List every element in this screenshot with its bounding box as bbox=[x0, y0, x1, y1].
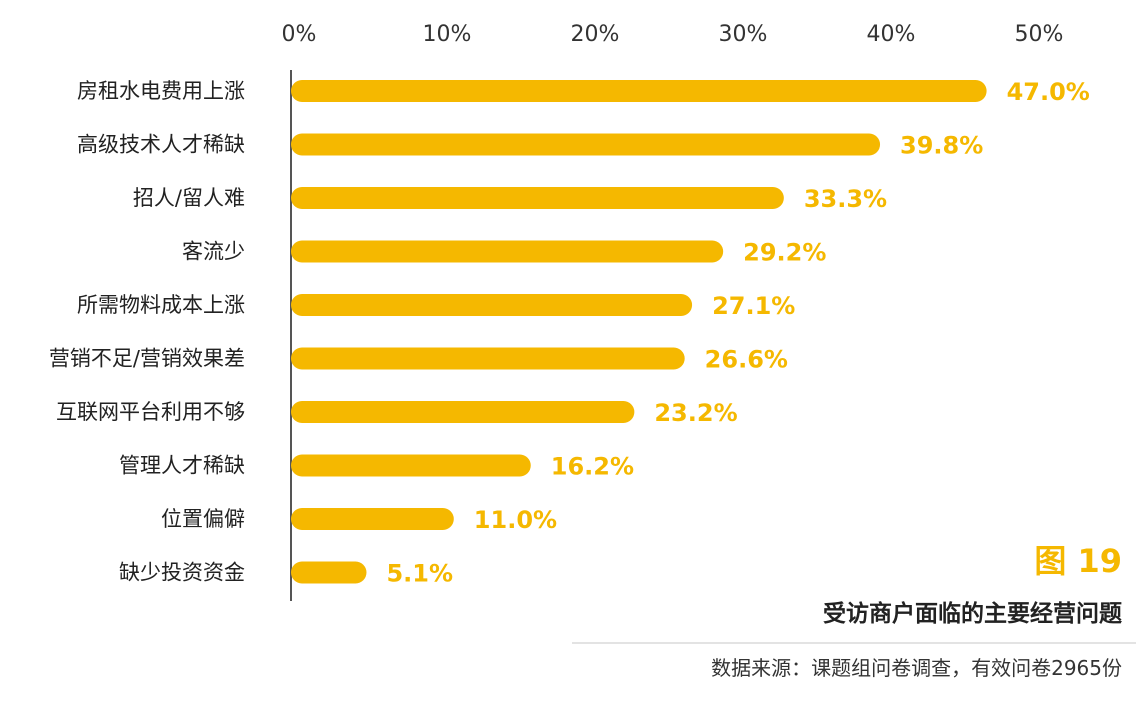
category-label: 客流少 bbox=[182, 240, 245, 264]
figure-title: 受访商户面临的主要经营问题 bbox=[823, 601, 1122, 627]
data-label: 11.0% bbox=[474, 506, 557, 534]
data-label: 16.2% bbox=[551, 453, 634, 481]
category-label: 互联网平台利用不够 bbox=[56, 400, 245, 424]
x-tick-label: 50% bbox=[1015, 22, 1064, 47]
category-label: 缺少投资资金 bbox=[119, 561, 245, 585]
category-label: 房租水电费用上涨 bbox=[77, 79, 245, 103]
bar bbox=[291, 133, 881, 156]
data-label: 29.2% bbox=[743, 239, 826, 267]
figure-label: 图 19 bbox=[1034, 542, 1122, 580]
bar bbox=[291, 454, 531, 477]
data-label: 47.0% bbox=[1007, 78, 1090, 106]
bar bbox=[291, 401, 635, 423]
category-label: 高级技术人才稀缺 bbox=[77, 133, 245, 157]
bar bbox=[291, 187, 784, 209]
data-label: 26.6% bbox=[705, 346, 788, 374]
x-tick-label: 0% bbox=[282, 22, 317, 47]
category-label: 营销不足/营销效果差 bbox=[49, 347, 245, 371]
bar bbox=[291, 347, 685, 370]
x-tick-label: 40% bbox=[867, 22, 916, 47]
bar bbox=[291, 240, 724, 263]
data-label: 39.8% bbox=[900, 132, 983, 160]
x-tick-label: 30% bbox=[719, 22, 768, 47]
category-label: 位置偏僻 bbox=[161, 507, 245, 531]
bar bbox=[291, 80, 987, 102]
category-label: 所需物料成本上涨 bbox=[77, 293, 245, 317]
divider bbox=[572, 642, 1136, 644]
data-source: 数据来源：课题组问卷调查，有效问卷2965份 bbox=[711, 656, 1122, 680]
category-label: 招人/留人难 bbox=[133, 186, 245, 210]
data-label: 33.3% bbox=[804, 185, 887, 213]
data-label: 27.1% bbox=[712, 292, 795, 320]
data-label: 23.2% bbox=[654, 399, 737, 427]
bar bbox=[291, 294, 693, 316]
x-tick-label: 20% bbox=[571, 22, 620, 47]
x-tick-label: 10% bbox=[423, 22, 472, 47]
bar bbox=[291, 561, 367, 584]
bar bbox=[291, 508, 454, 530]
category-label: 管理人才稀缺 bbox=[119, 454, 245, 478]
data-label: 5.1% bbox=[386, 560, 453, 588]
